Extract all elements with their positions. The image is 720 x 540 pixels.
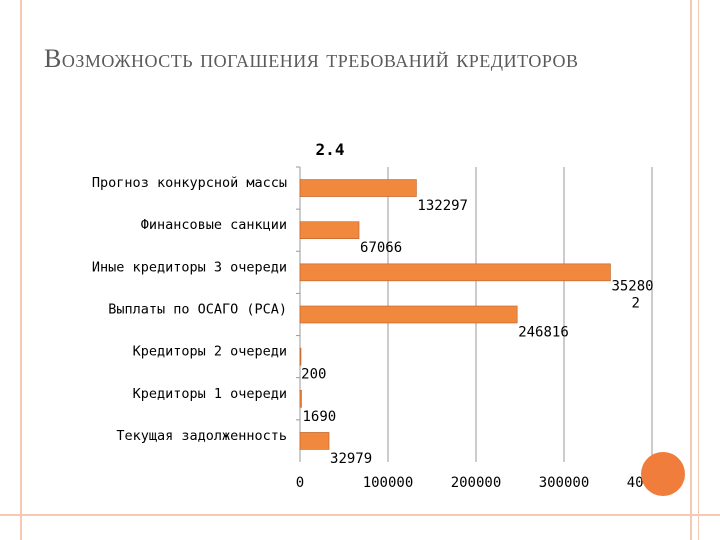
data-label-line: 32979 (330, 451, 372, 467)
bar (299, 221, 360, 240)
data-label: 67066 (360, 240, 402, 256)
slide-title: Возможность погашения требований кредито… (44, 44, 579, 73)
slide-frame-left-line (20, 0, 22, 540)
data-label-line: 1690 (302, 409, 336, 425)
x-tick-label: 200000 (451, 475, 502, 491)
data-label: 1690 (302, 409, 336, 425)
bar (299, 389, 302, 408)
data-label: 200 (301, 367, 326, 383)
data-label-line: 200 (301, 367, 326, 383)
decorative-orange-circle (641, 452, 685, 496)
data-label: 32979 (330, 451, 372, 467)
category-label: Кредиторы 1 очереди (133, 386, 287, 402)
category-label: Иные кредиторы 3 очереди (92, 259, 287, 275)
slide-frame-right-line (690, 0, 692, 540)
chart-title: 2.4 (315, 140, 345, 159)
bar (299, 179, 417, 197)
category-label: Текущая задолженность (116, 428, 287, 444)
data-label-line: 67066 (360, 240, 402, 256)
category-label: Прогноз конкурсной массы (92, 175, 287, 191)
category-label: Выплаты по ОСАГО (РСА) (108, 302, 287, 318)
x-tick-label: 100000 (363, 475, 414, 491)
category-label: Кредиторы 2 очереди (133, 344, 287, 360)
bar (299, 263, 611, 282)
x-tick-label: 300000 (539, 475, 590, 491)
bar (299, 347, 302, 366)
data-label: 246816 (518, 325, 569, 341)
slide-frame-bottom-line (0, 514, 720, 516)
x-tick-label: 0 (296, 475, 304, 491)
data-label: 132297 (417, 198, 468, 214)
category-label: Финансовые санкции (141, 217, 287, 233)
data-label-line: 2 (631, 295, 639, 311)
data-label: 35280 2 (611, 278, 653, 311)
bar (299, 432, 330, 450)
data-label-line: 132297 (417, 198, 468, 214)
slide-frame-right-line-inner (698, 0, 699, 540)
data-label-line: 246816 (518, 325, 569, 341)
bar (299, 305, 518, 324)
data-label-line: 35280 (611, 278, 653, 294)
